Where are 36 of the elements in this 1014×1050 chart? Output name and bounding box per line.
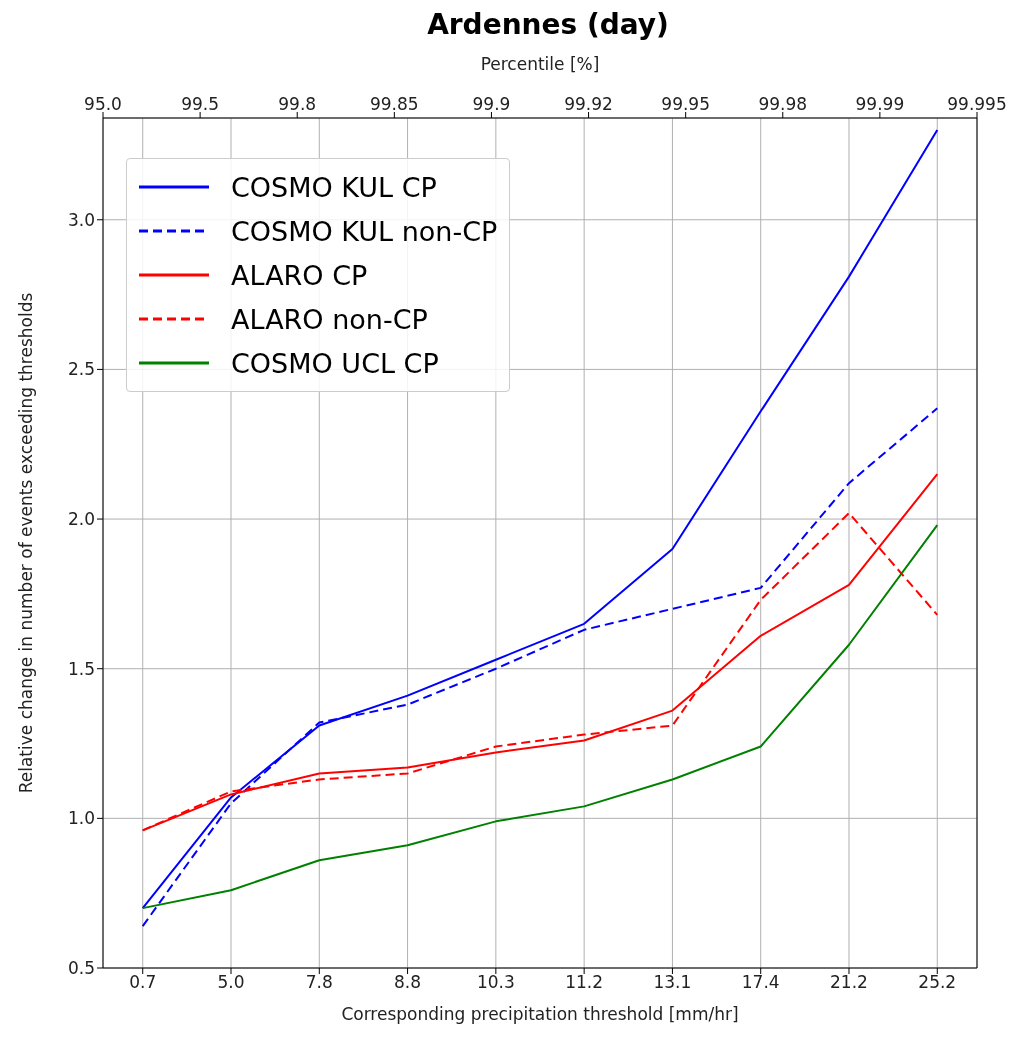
x-tick-label: 11.2 — [565, 972, 604, 993]
y-tick-label: 3.0 — [67, 209, 95, 230]
text: 99.99 — [855, 94, 905, 114]
text: 99.9 — [472, 94, 511, 114]
text: 99.8 — [278, 94, 317, 114]
legend-label: COSMO KUL non-CP — [231, 215, 498, 247]
x-tick-label: 8.8 — [394, 972, 422, 993]
x-tick-label: 21.2 — [830, 972, 868, 993]
text: 99.95 — [661, 94, 710, 114]
x2-axis-title: Percentile [%] — [480, 54, 600, 75]
text: 99.92 — [564, 94, 613, 114]
x-tick-label: 13.1 — [653, 972, 692, 993]
y-axis-title: Relative change in number of events exceeding thresholds — [16, 292, 37, 794]
chart-title: Ardennes (day) — [426, 8, 670, 43]
x-tick-label: 17.4 — [741, 972, 780, 993]
x-tick-label: 10.3 — [476, 972, 515, 993]
text: 99.98 — [758, 94, 808, 114]
text: 99.85 — [370, 94, 419, 114]
legend-label: COSMO KUL CP — [231, 171, 437, 203]
y-tick-label: 2.5 — [67, 359, 95, 380]
x-tick-label: 0.7 — [129, 972, 157, 993]
x-tick-label: 25.2 — [918, 972, 957, 993]
y-tick-label: 1.0 — [67, 808, 95, 829]
y-tick-label: 0.5 — [67, 958, 95, 979]
text: 99.995 — [947, 94, 1007, 114]
legend-label: COSMO UCL CP — [231, 347, 439, 379]
y-tick-label: 1.5 — [67, 658, 95, 679]
x-axis-title: Corresponding precipitation threshold [mm/hr] — [341, 1004, 739, 1024]
legend-label: ALARO CP — [231, 259, 368, 291]
line-series — [141, 524, 939, 910]
x-tick-label: 7.8 — [305, 972, 333, 993]
legend-label: ALARO non-CP — [231, 303, 428, 335]
text: 99.5 — [181, 94, 220, 114]
x-tick-label: 5.0 — [217, 972, 245, 993]
text: 95.0 — [84, 94, 122, 114]
y-tick-label: 2.0 — [67, 509, 95, 530]
